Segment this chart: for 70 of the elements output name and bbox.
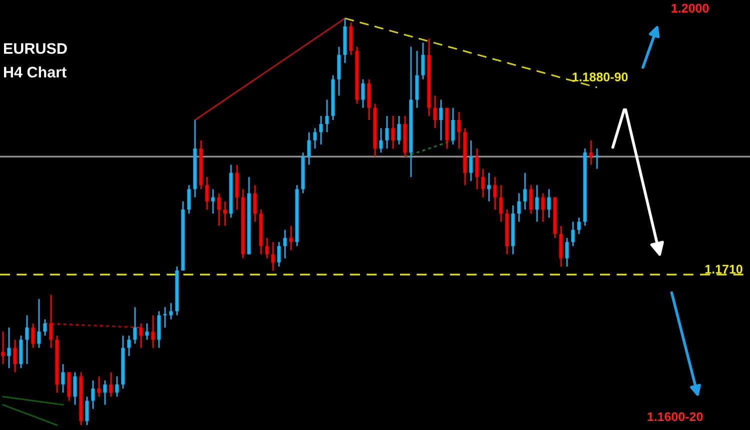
candlestick — [109, 372, 113, 398]
candlestick — [493, 176, 497, 210]
candlestick — [325, 98, 329, 133]
candlestick — [103, 380, 107, 406]
candlestick — [475, 148, 479, 190]
candlestick — [457, 111, 461, 150]
candlestick — [307, 132, 311, 166]
candlestick — [253, 184, 257, 222]
candlestick — [379, 127, 383, 154]
candlestick — [223, 200, 227, 226]
candlestick — [547, 188, 551, 218]
candlestick — [7, 326, 11, 369]
candlestick — [283, 229, 287, 260]
candlestick — [439, 98, 443, 142]
candlestick — [43, 318, 47, 336]
candlestick — [421, 42, 425, 80]
candlestick — [49, 294, 53, 349]
candlestick — [469, 140, 473, 182]
candlestick — [319, 115, 323, 146]
candlestick — [187, 184, 191, 214]
annotation: 1.1880-90 — [572, 72, 628, 82]
candlestick — [541, 192, 545, 222]
text: 1.1600-20 — [648, 412, 703, 422]
candlestick — [265, 237, 269, 260]
text: 1.1710 — [705, 264, 742, 274]
candlestick — [577, 216, 581, 235]
candlestick — [37, 298, 41, 349]
candlestick — [499, 184, 503, 222]
candlestick — [169, 302, 173, 320]
candlestick — [571, 221, 575, 247]
candlestick — [523, 172, 527, 210]
candlestick — [391, 115, 395, 150]
candlestick — [97, 376, 101, 398]
candlestick — [487, 172, 491, 202]
candlestick — [25, 314, 29, 365]
candlestick — [115, 376, 119, 398]
candlestick — [91, 380, 95, 410]
candlestick — [361, 78, 365, 108]
text: 1.2000 — [672, 4, 709, 13]
candlestick — [151, 314, 155, 349]
candlestick — [565, 237, 569, 268]
candlestick — [133, 306, 137, 344]
candlestick — [85, 396, 89, 426]
candlestick — [313, 127, 317, 150]
text: H4 Chart — [4, 66, 66, 78]
candlestick — [31, 322, 35, 349]
candlestick — [397, 115, 401, 146]
candlestick — [589, 140, 593, 166]
candlestick — [145, 322, 149, 340]
candlestick — [277, 241, 281, 268]
candlestick — [517, 192, 521, 222]
candlestick — [271, 241, 275, 272]
candlestick — [481, 168, 485, 198]
candlestick — [211, 188, 215, 214]
candlestick — [127, 334, 131, 357]
candlestick — [217, 192, 221, 226]
candlestick — [205, 176, 209, 210]
candlestick — [385, 115, 389, 150]
candlestick — [535, 184, 539, 222]
text: EURUSD — [4, 43, 67, 54]
candlestick — [13, 338, 17, 373]
candlestick — [451, 107, 455, 146]
candlestick — [73, 372, 77, 406]
candlestick — [61, 363, 65, 394]
candlestick — [1, 330, 5, 365]
candlestick — [529, 184, 533, 214]
candlestick — [289, 225, 293, 251]
candlestick — [163, 306, 167, 328]
candlestick — [139, 322, 143, 349]
candlestick — [433, 94, 437, 129]
